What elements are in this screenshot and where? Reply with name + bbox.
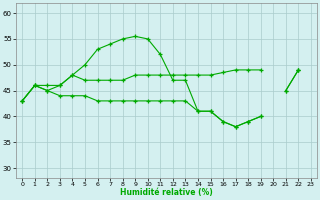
X-axis label: Humidité relative (%): Humidité relative (%) — [120, 188, 213, 197]
